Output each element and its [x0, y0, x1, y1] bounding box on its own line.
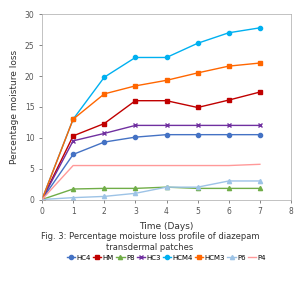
HCM3: [103, 92, 106, 96]
HM: [71, 134, 75, 138]
HC4: [134, 135, 137, 139]
HC4: [196, 133, 200, 137]
HC3: [227, 124, 231, 127]
HM: [258, 90, 262, 94]
Legend: HC4, HM, P8, HC3, HCM4, HCM3, P6, P4: HC4, HM, P8, HC3, HCM4, HCM3, P6, P4: [67, 255, 266, 261]
P8: [134, 187, 137, 190]
HC3: [103, 132, 106, 135]
HCM4: [40, 198, 44, 201]
Line: HC3: HC3: [40, 123, 262, 202]
P8: [258, 187, 262, 190]
P8: [196, 187, 200, 190]
P8: [165, 186, 168, 189]
Line: P4: P4: [42, 164, 260, 200]
P6: [40, 198, 44, 201]
P8: [40, 198, 44, 201]
HM: [165, 99, 168, 102]
Line: P6: P6: [40, 179, 262, 201]
Line: HCM3: HCM3: [40, 61, 262, 201]
HM: [196, 106, 200, 109]
P4: [40, 198, 44, 201]
P4: [71, 164, 75, 167]
HCM4: [196, 42, 200, 45]
P6: [196, 186, 200, 189]
Line: HC4: HC4: [40, 133, 262, 201]
P6: [134, 192, 137, 195]
HC3: [71, 139, 75, 142]
Y-axis label: Percentage moisture loss: Percentage moisture loss: [10, 50, 19, 164]
P8: [71, 187, 75, 191]
P8: [227, 187, 231, 190]
P4: [227, 164, 231, 167]
HCM3: [196, 71, 200, 75]
P4: [258, 162, 262, 166]
P6: [103, 195, 106, 198]
Line: P8: P8: [40, 185, 262, 201]
P4: [134, 164, 137, 167]
P4: [196, 164, 200, 167]
HC3: [258, 124, 262, 127]
HC3: [134, 124, 137, 127]
HC3: [165, 124, 168, 127]
P8: [103, 187, 106, 190]
Text: Fig. 3: Percentage moisture loss profile of diazepam
transdermal patches: Fig. 3: Percentage moisture loss profile…: [41, 232, 259, 252]
HCM4: [71, 117, 75, 121]
HM: [103, 122, 106, 125]
P4: [103, 164, 106, 167]
P6: [227, 179, 231, 183]
HCM4: [227, 31, 231, 34]
X-axis label: Time (Days): Time (Days): [139, 222, 194, 231]
HCM3: [165, 79, 168, 82]
HC4: [258, 133, 262, 137]
HCM3: [71, 117, 75, 121]
HCM3: [227, 64, 231, 68]
HC4: [40, 198, 44, 201]
HCM4: [258, 26, 262, 30]
HCM4: [134, 56, 137, 59]
HC3: [40, 198, 44, 201]
HC3: [196, 124, 200, 127]
HCM4: [103, 76, 106, 79]
P4: [165, 164, 168, 167]
HM: [134, 99, 137, 102]
P6: [71, 196, 75, 200]
P6: [258, 179, 262, 183]
HM: [227, 98, 231, 102]
HCM4: [165, 56, 168, 59]
HC4: [71, 153, 75, 156]
HCM3: [258, 61, 262, 65]
Line: HCM4: HCM4: [40, 26, 262, 201]
HCM3: [134, 84, 137, 87]
HC4: [165, 133, 168, 137]
HC4: [103, 140, 106, 144]
HCM3: [40, 198, 44, 201]
P6: [165, 186, 168, 189]
HC4: [227, 133, 231, 137]
Line: HM: HM: [40, 90, 262, 201]
HM: [40, 198, 44, 201]
